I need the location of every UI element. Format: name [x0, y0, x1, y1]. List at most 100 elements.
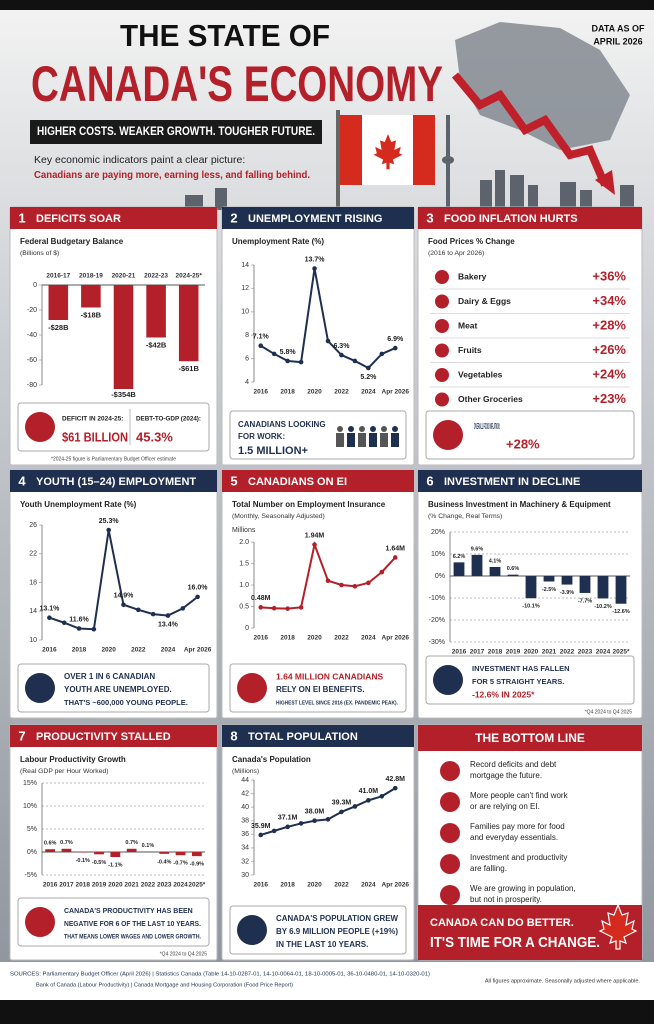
bottom-line-item: More people can't find work [470, 791, 569, 800]
y-tick-label: 14 [29, 608, 37, 615]
value-label: 37.1M [278, 815, 298, 822]
value-label: -7.7% [578, 598, 592, 604]
panel-number: 7 [18, 728, 25, 743]
y-tick-label: 10% [23, 803, 37, 810]
callout-text: THAT MEANS LOWER WAGES AND LOWER GROWTH. [64, 935, 201, 941]
bar [61, 848, 72, 852]
callout-text: FOR WORK: [238, 432, 285, 441]
item-label: Fruits [458, 345, 482, 355]
callout-text: 1.5 MILLION+ [238, 445, 308, 457]
y-tick-label: 36 [241, 831, 249, 838]
intro: Key economic indicators paint a clear pi… [34, 154, 245, 166]
x-tick-label: 2024 [361, 389, 376, 396]
y-tick-label: 22 [29, 551, 37, 558]
callout-text: INVESTMENT HAS FALLEN [472, 664, 570, 673]
callout-text: CANADA'S PRODUCTIVITY HAS BEEN [64, 908, 193, 915]
y-tick-label: -20% [429, 617, 445, 624]
point [325, 817, 331, 822]
panel-heading: UNEMPLOYMENT RISING [248, 213, 382, 225]
panel-header [222, 470, 414, 492]
disclaimer: All figures approximate. Seasonally adju… [485, 978, 641, 984]
callout-text: +28% [506, 436, 540, 451]
y-tick-label: 2.0 [239, 539, 249, 546]
y-tick-label: 0% [27, 849, 37, 856]
panel-header [222, 207, 414, 229]
y-tick-label: 42 [241, 790, 249, 797]
x-tick-label: 2022 [334, 635, 349, 642]
point [271, 605, 277, 611]
x-tick-label: Apr 2026 [382, 389, 410, 396]
value-label: 5.2% [360, 374, 377, 381]
x-tick-label: 2020 [307, 635, 322, 642]
item-icon [435, 392, 449, 407]
bottom-line-item: but not in prosperity. [470, 895, 542, 904]
person-head [370, 426, 376, 432]
value-label: 14.9% [114, 593, 135, 600]
x-tick-label: 2023 [157, 882, 172, 889]
x-tick-label: 2018 [72, 647, 87, 654]
chart-unit: (Billions of $) [20, 250, 59, 257]
y-tick-label: 14 [241, 262, 249, 269]
point [366, 798, 371, 803]
panel-number: 6 [426, 473, 433, 488]
value-label: 6.3% [333, 343, 350, 350]
item-label: Other Groceries [458, 394, 523, 404]
y-tick-label: 30 [241, 872, 249, 879]
person-body [380, 433, 388, 447]
panel-number: 8 [230, 728, 237, 743]
chart-unit: (2016 to Apr 2026) [428, 250, 484, 257]
chart-unit: (Real GDP per Hour Worked) [20, 768, 109, 775]
x-tick-label: Apr 2026 [382, 882, 410, 889]
item-icon [435, 343, 449, 358]
value-label: 35.9M [251, 823, 271, 830]
x-tick-label: 2024 [173, 882, 188, 889]
callout-text: THAT'S ~600,000 YOUNG PEOPLE. [64, 698, 188, 707]
bottom-line-item: We are growing in population, [470, 884, 576, 893]
bar [113, 285, 134, 389]
item-icon [435, 319, 449, 333]
callout-text: CANADA'S POPULATION GREW [276, 914, 398, 923]
y-tick-label: 0 [33, 282, 37, 289]
point [392, 785, 398, 791]
item-value: +36% [592, 268, 626, 283]
callout-text: RELY ON EI BENEFITS. [276, 685, 364, 694]
title-line-2: CANADA'S ECONOMY [31, 56, 443, 112]
data-as-of: DATA AS OF [592, 23, 645, 33]
x-tick-label: 2022 [560, 649, 575, 656]
point [352, 583, 358, 589]
x-tick-label: 2022 [131, 647, 146, 654]
item-label: Vegetables [458, 369, 503, 379]
value-label: 6.9% [387, 336, 404, 343]
value-label: 25.3% [99, 518, 120, 525]
y-tick-label: 44 [241, 777, 249, 784]
value-label: 42.8M [386, 776, 406, 783]
item-icon [440, 885, 460, 905]
point [106, 527, 111, 533]
y-tick-label: 10 [29, 637, 37, 644]
bar [94, 852, 104, 855]
panel-heading: TOTAL POPULATION [248, 731, 358, 743]
value-label: 0.6% [507, 566, 520, 572]
x-tick-label: 2023 [578, 649, 593, 656]
value-label: -$42B [146, 340, 167, 349]
point [150, 611, 156, 617]
tagline-box [30, 120, 322, 144]
panel-number: 2 [230, 210, 237, 225]
y-tick-label: 10% [431, 551, 445, 558]
closing-text: IT'S TIME FOR A CHANGE. [430, 934, 600, 951]
y-tick-label: -80 [27, 382, 37, 389]
point [180, 606, 186, 611]
panel-heading: INVESTMENT IN DECLINE [444, 476, 580, 488]
item-icon [440, 792, 460, 812]
panel-number: 3 [426, 210, 433, 225]
panel-header [418, 725, 642, 751]
intro-highlight: Canadians are paying more, earning less,… [34, 169, 310, 181]
callout-text: CANADIANS LOOKING [238, 420, 326, 429]
arrow-head [595, 170, 615, 195]
y-tick-label: 4 [245, 379, 249, 386]
value-label: 0.7% [125, 840, 138, 846]
x-tick-label: 2022 [141, 882, 156, 889]
data-date: APRIL 2026 [593, 36, 642, 46]
flag [340, 115, 435, 185]
value-label: -$61B [178, 364, 199, 373]
